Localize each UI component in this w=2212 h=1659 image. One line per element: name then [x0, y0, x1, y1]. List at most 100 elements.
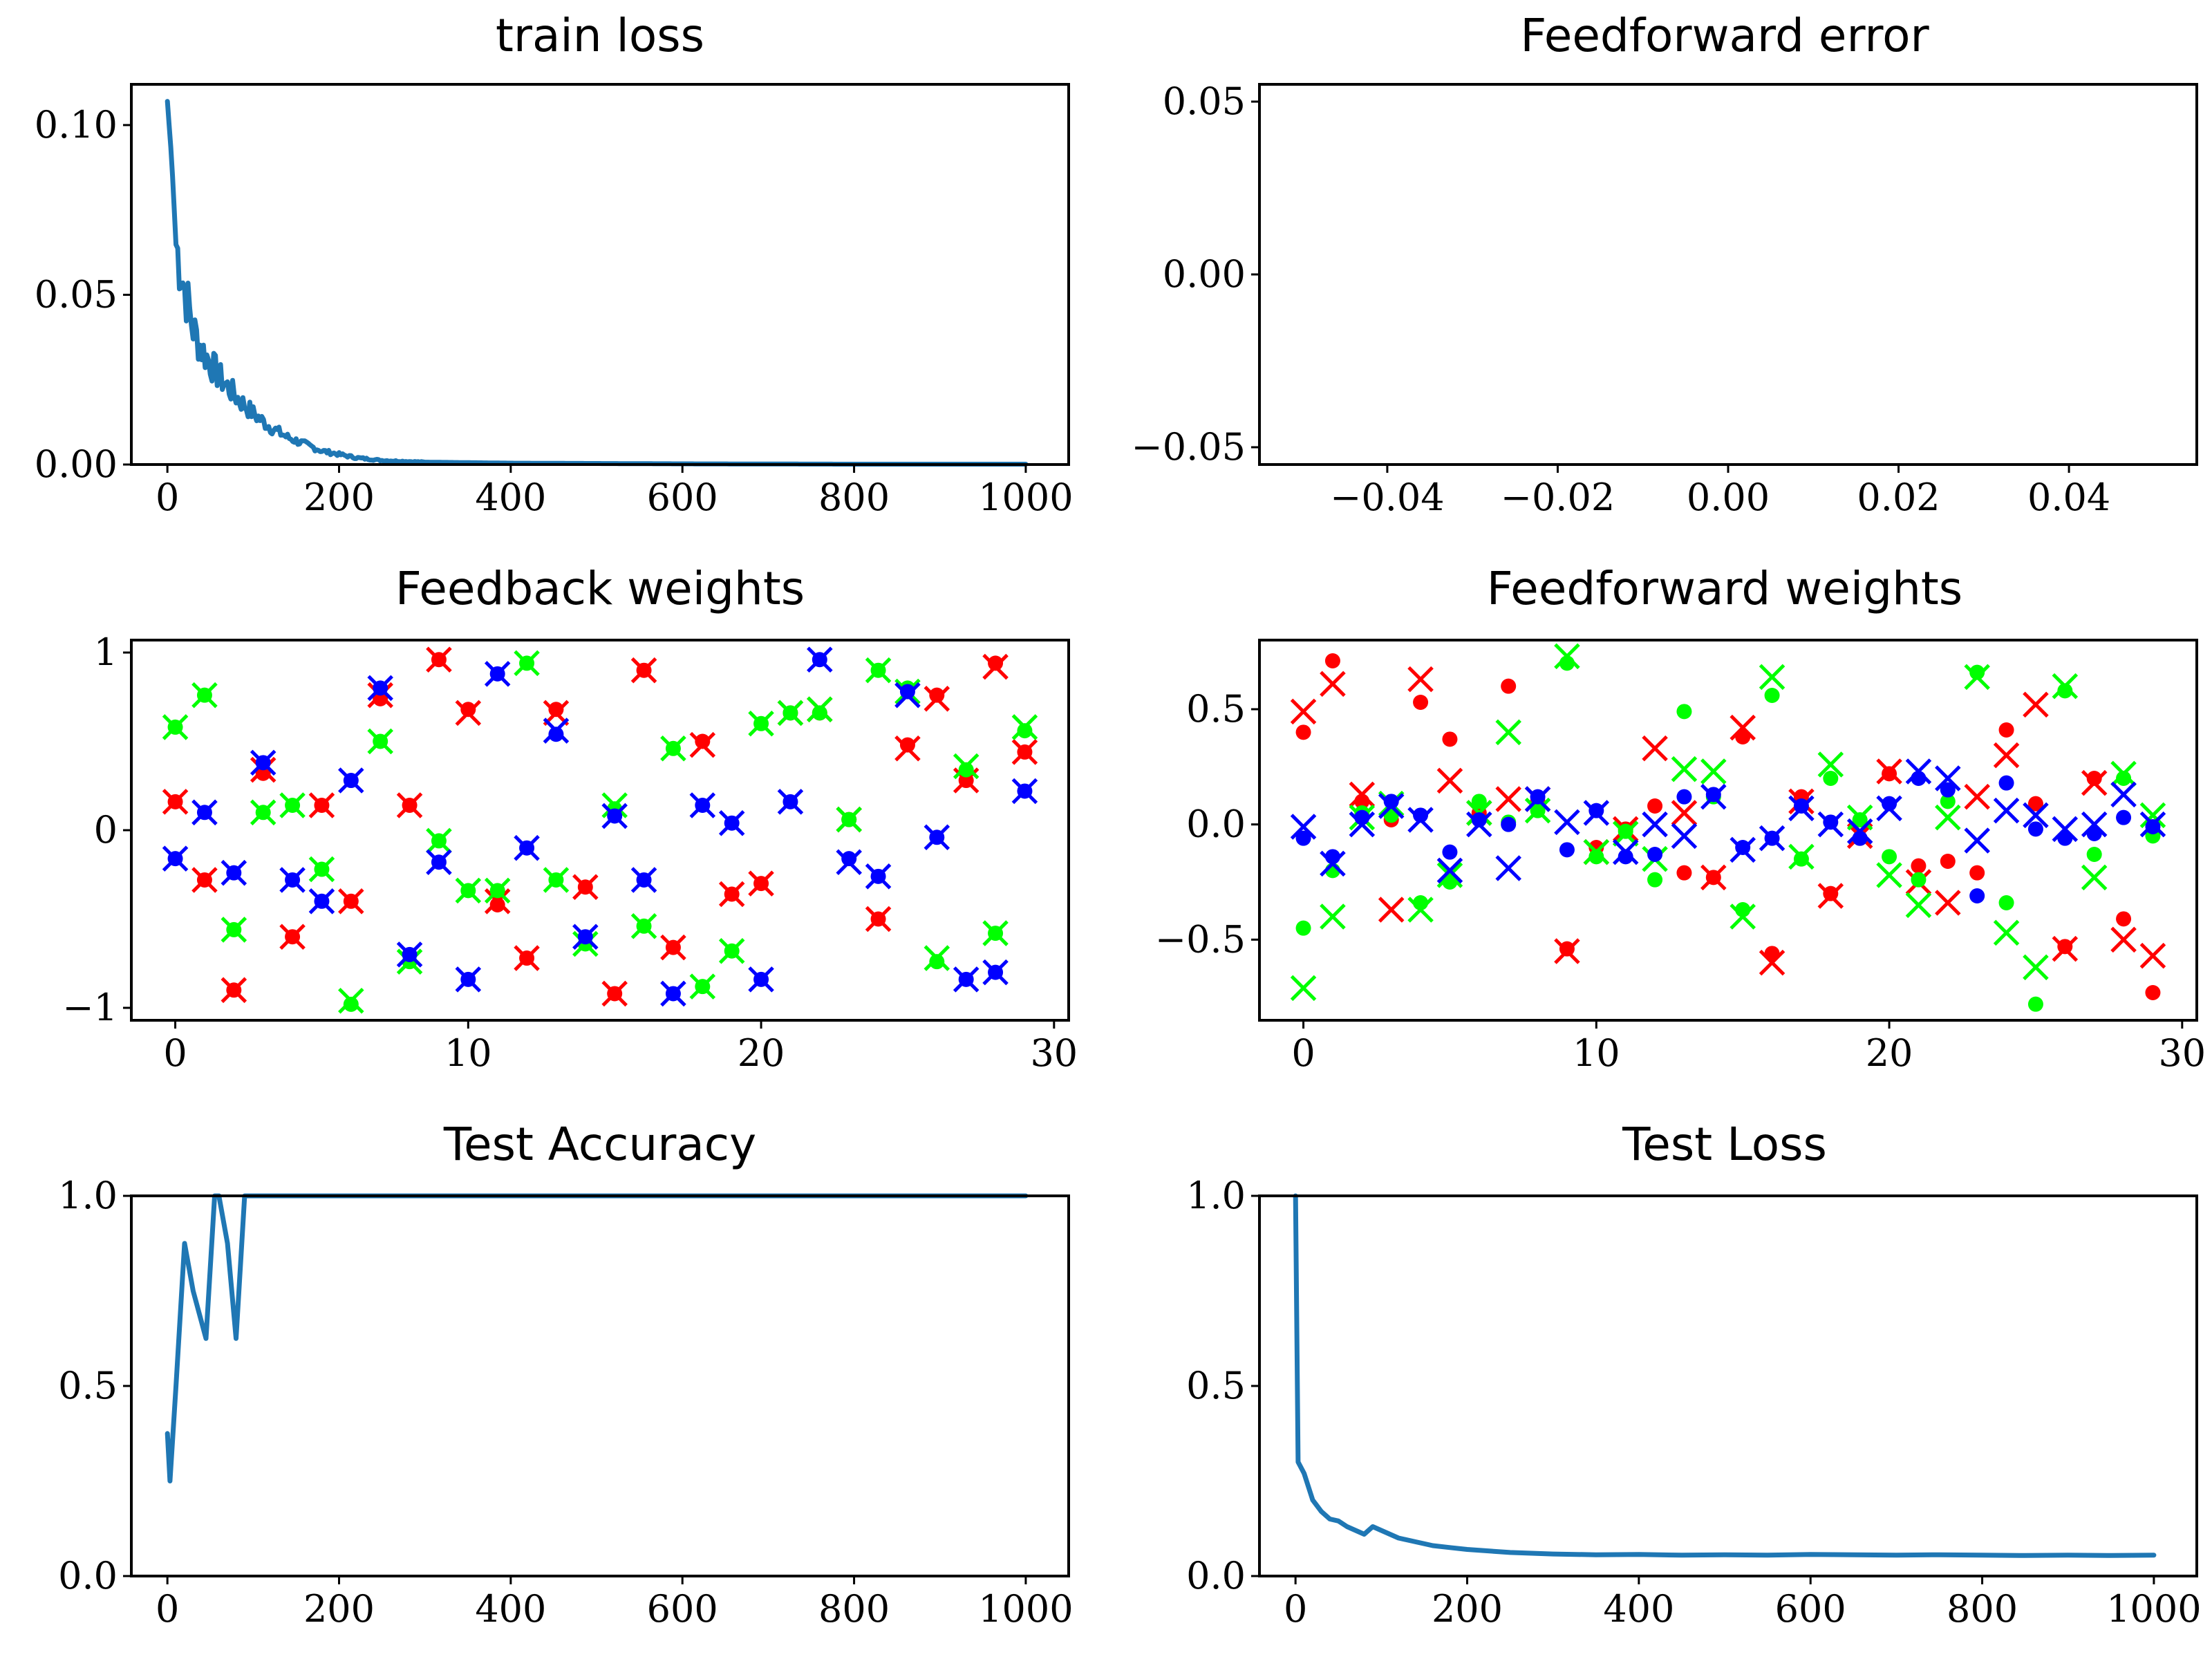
- feedforward-weights-red-cross: [1759, 949, 1785, 976]
- feedforward-weights-red-cross-stroke: [1378, 897, 1405, 923]
- feedforward-weights-blue-cross: [1964, 827, 1990, 854]
- feedforward-weights-green-cross-stroke: [2139, 802, 2166, 829]
- feedback-weights-blue-cross-stroke: [660, 980, 686, 1007]
- feedback-weights-x-tick-label: 20: [738, 1031, 785, 1075]
- feedback-weights-red-cross: [982, 653, 1009, 680]
- feedforward-weights-blue-cross: [2023, 802, 2049, 829]
- feedback-weights-green-cross: [162, 714, 189, 740]
- feedforward-weights-blue-cross: [2081, 811, 2108, 838]
- feedforward-weights-blue-cross-stroke: [1817, 811, 1844, 838]
- feedforward-weights-green-cross-stroke: [1700, 758, 1727, 785]
- feedback-weights-red-cross: [630, 657, 657, 684]
- feedforward-weights-blue-dot: [2027, 821, 2043, 837]
- feedback-weights-blue-cross: [807, 646, 833, 673]
- feedforward-weights-y-tick-label: −0.5: [1155, 917, 1246, 961]
- feedforward-weights-green-cross: [1876, 862, 1902, 888]
- feedforward-weights-plot-area: [1290, 643, 2166, 1012]
- feedback-weights-y-tick-label: 1: [94, 630, 118, 674]
- feedforward-weights-red-dot: [2116, 911, 2132, 927]
- feedforward-weights-blue-dot: [1413, 807, 1429, 823]
- feedforward-weights-red-cross: [1730, 714, 1756, 741]
- feedback-weights-blue-cross: [455, 966, 482, 993]
- feedforward-weights-blue-dot: [1501, 816, 1517, 832]
- feedforward-weights-red-dot: [1501, 678, 1517, 694]
- feedforward-error-x-tick-label: −0.04: [1330, 476, 1444, 519]
- feedback-weights-red-cross: [338, 888, 364, 915]
- feedback-weights-red-cross: [924, 686, 950, 712]
- feedback-weights-red-dot: [929, 687, 945, 703]
- train-loss-title: train loss: [496, 9, 704, 62]
- feedforward-weights-blue-dot: [2116, 809, 2132, 825]
- train-loss-panel: 0 200 400 600 800 1000 0.00 0.05 0.10 train loss: [35, 9, 1074, 519]
- feedback-weights-green-dot: [812, 705, 827, 721]
- feedback-weights-blue-cross-stroke: [514, 834, 540, 861]
- test-loss-x-tick-label: 800: [1947, 1587, 2018, 1631]
- feedback-weights-green-cross-stroke: [777, 700, 804, 727]
- test-loss-y-tick-label: 0.0: [1186, 1554, 1246, 1597]
- feedback-weights-red-cross-stroke: [426, 646, 452, 673]
- train-loss-x-tick-label: 0: [156, 476, 179, 519]
- feedback-weights-title: Feedback weights: [395, 562, 805, 615]
- feedforward-weights-y-tick-label: 0.0: [1186, 803, 1246, 846]
- feedback-weights-blue-cross: [894, 682, 921, 709]
- feedforward-weights-x-tick-label: 20: [1866, 1031, 1913, 1075]
- feedback-weights-red-cross: [865, 906, 892, 932]
- feedback-weights-blue-dot: [899, 684, 915, 700]
- feedback-weights-blue-cross-stroke: [689, 792, 716, 818]
- feedforward-weights-red-cross-stroke: [1700, 864, 1727, 891]
- feedforward-weights-axes-frame: [1258, 639, 2198, 1022]
- feedforward-weights-blue-cross-stroke: [1378, 793, 1405, 819]
- feedforward-weights-blue-cross-stroke: [1583, 800, 1610, 826]
- feedforward-weights-green-cross: [1290, 975, 1317, 1002]
- test-loss-x-tick-label: 200: [1432, 1587, 1503, 1631]
- feedback-weights-red-cross: [660, 934, 686, 961]
- feedforward-weights-blue-cross-stroke: [1700, 783, 1727, 810]
- feedback-weights-green-cross: [982, 920, 1009, 946]
- feedforward-weights-blue-cross-stroke: [2081, 811, 2108, 838]
- feedforward-weights-green-cross-stroke: [1612, 821, 1639, 847]
- feedforward-weights-green-cross-stroke: [1964, 664, 1990, 691]
- feedback-weights-blue-cross-stroke: [543, 718, 570, 744]
- feedback-weights-red-cross-stroke: [894, 735, 921, 762]
- feedforward-weights-blue-cross-stroke: [2110, 781, 2137, 808]
- feedback-weights-blue-cross-stroke: [807, 646, 833, 673]
- feedforward-weights-blue-cross-stroke: [1320, 850, 1346, 877]
- feedforward-weights-blue-dot: [1618, 849, 1633, 865]
- feedforward-weights-red-cross: [1700, 864, 1727, 891]
- feedback-weights-red-cross: [162, 789, 189, 815]
- feedforward-weights-green-dot: [1998, 895, 2014, 910]
- feedforward-weights-green-dot: [1911, 872, 1927, 888]
- feedback-weights-green-cross: [338, 987, 364, 1014]
- feedforward-error-x-tick-label: 0.02: [1857, 476, 1940, 519]
- train-loss-y-tick-label: 0.10: [35, 103, 118, 147]
- feedback-weights-green-cross-stroke: [162, 714, 189, 740]
- feedforward-weights-blue-cross-stroke: [1524, 786, 1551, 812]
- feedback-weights-blue-cross: [191, 799, 218, 826]
- feedforward-weights-red-cross: [1671, 800, 1698, 826]
- feedforward-weights-panel: 0 10 20 30 −0.5 0.0 0.5 Feedforward weights: [1155, 562, 2206, 1075]
- feedback-weights-red-dot: [373, 691, 388, 706]
- feedback-weights-blue-cross: [601, 803, 628, 830]
- feedforward-weights-red-cross-stroke: [1407, 666, 1434, 693]
- feedback-weights-green-dot: [929, 954, 945, 970]
- feedforward-weights-blue-cross: [1320, 850, 1346, 877]
- feedforward-weights-blue-cross: [1759, 825, 1785, 852]
- test-loss-series-line: [1293, 1193, 2157, 1558]
- feedback-weights-green-cross-stroke: [718, 937, 745, 964]
- feedback-weights-y-tick-label: −1: [62, 986, 118, 1029]
- feedback-weights-blue-cross: [836, 849, 862, 876]
- feedback-weights-blue-cross: [777, 789, 804, 815]
- feedforward-weights-red-cross-stroke: [2081, 769, 2108, 796]
- feedforward-weights-green-cross: [1612, 821, 1639, 847]
- feedback-weights-red-cross-stroke: [308, 792, 335, 818]
- feedforward-weights-blue-dot: [1676, 789, 1692, 805]
- feedforward-weights-blue-cross: [1993, 797, 2020, 824]
- feedforward-weights-red-cross-stroke: [1759, 949, 1785, 976]
- feedback-weights-green-cross-stroke: [426, 827, 452, 854]
- feedforward-weights-blue-cross-stroke: [1466, 811, 1492, 838]
- feedforward-weights-green-cross-stroke: [2110, 760, 2137, 787]
- feedforward-weights-red-cross-stroke: [1436, 767, 1463, 794]
- feedforward-weights-blue-cross-stroke: [1935, 765, 1961, 791]
